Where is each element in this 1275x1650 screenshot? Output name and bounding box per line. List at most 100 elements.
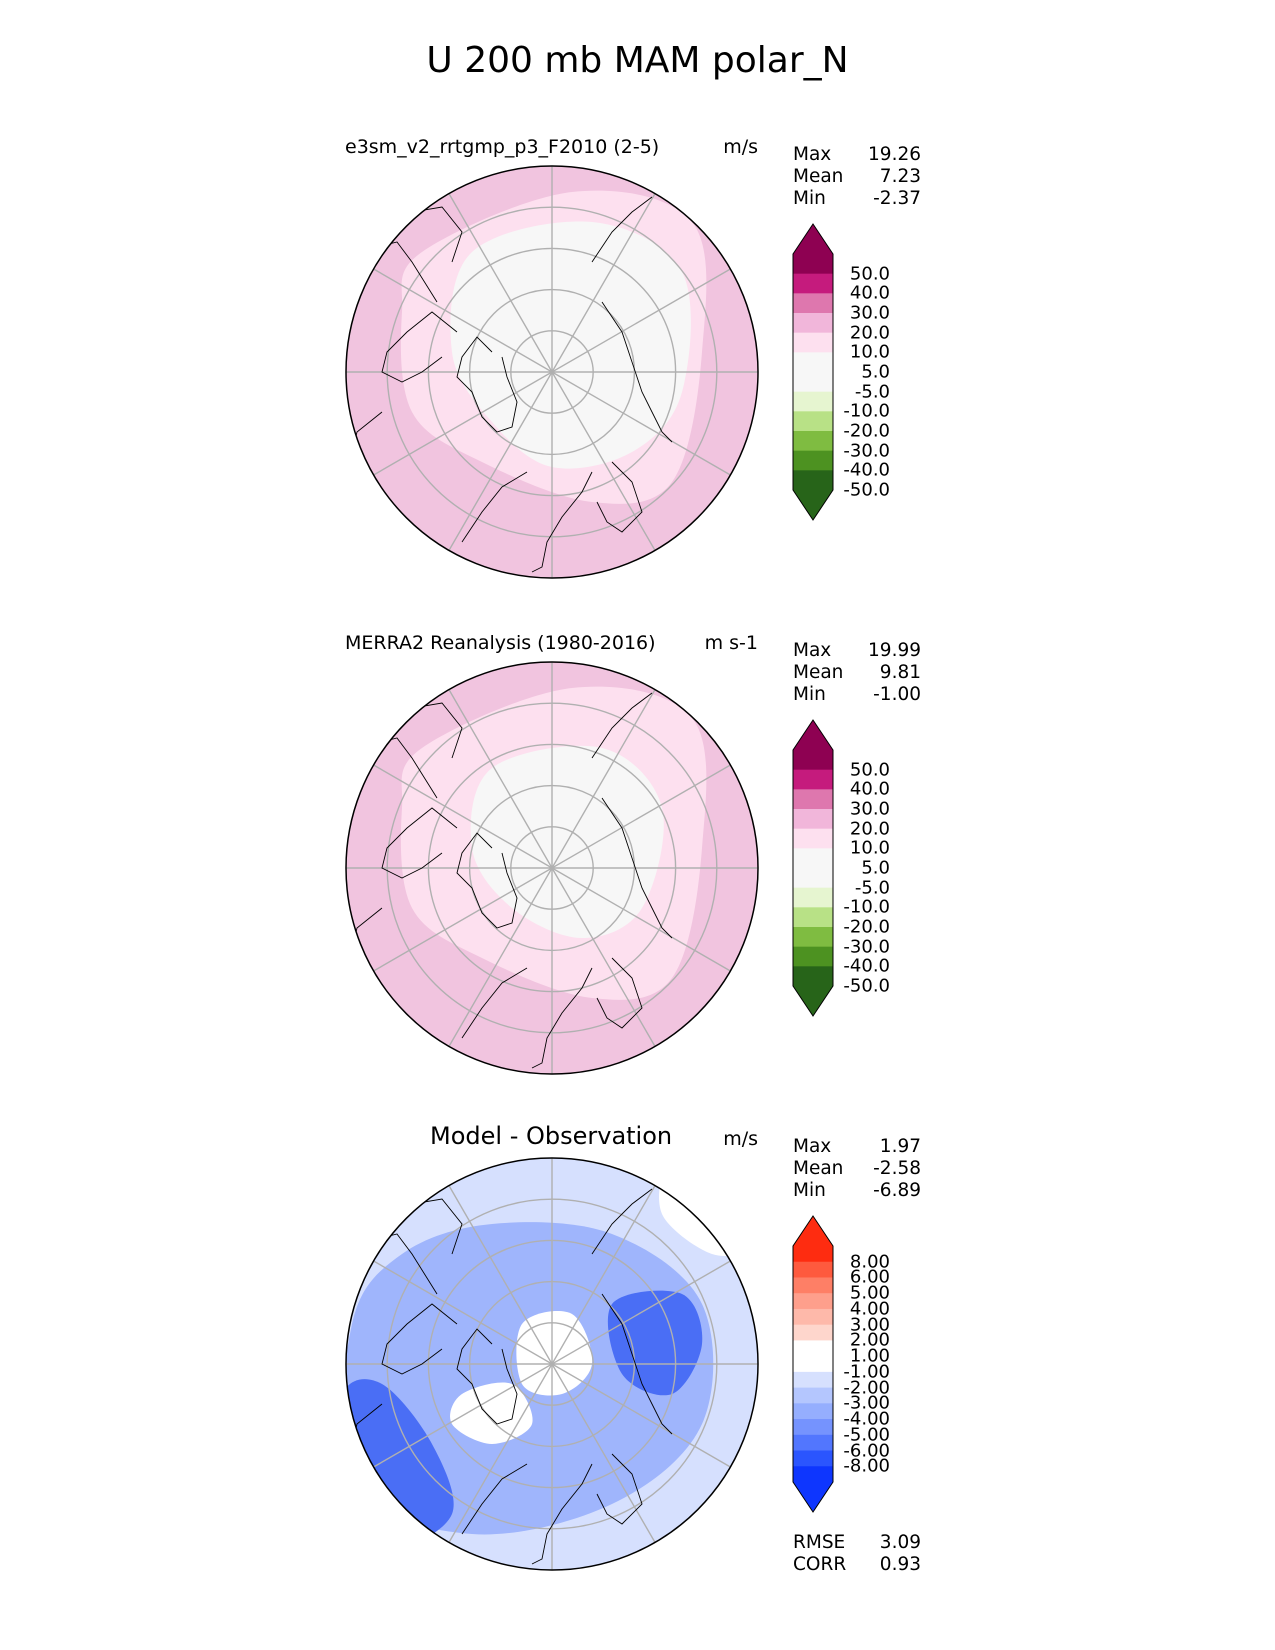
colorbar-tick-label: 8.00 — [849, 1251, 890, 1273]
meridian-line — [373, 764, 731, 972]
colorbar-extend-bottom — [793, 490, 833, 520]
graticule — [346, 662, 758, 1074]
panel-difference-colorbar-labels: 8.00 6.00 5.00 4.00 3.00 2.00 1.00 -1.00 -2.00 -3… — [840, 0, 890, 1650]
coastlines — [351, 692, 673, 1069]
contour-outer — [346, 1158, 758, 1570]
latitude-circle — [468, 784, 636, 952]
colorbar-segment — [793, 1387, 833, 1404]
meridian-line — [373, 268, 731, 476]
colorbar-segment — [793, 907, 833, 928]
colorbar-outline — [792, 1215, 834, 1513]
stat-value: 19.26 — [868, 144, 921, 165]
colorbar-tick-label: -5.0 — [854, 381, 890, 403]
colorbar-tick-label: -8.00 — [843, 1455, 890, 1477]
colorbar-segment — [793, 470, 833, 491]
colorbar-segment — [793, 273, 833, 294]
colorbar-tick-label: 3.00 — [849, 1314, 890, 1336]
colorbar-tick-label: 10.0 — [849, 837, 890, 859]
colorbar-tick-label: 50.0 — [849, 263, 890, 285]
colorbar-segment — [793, 1419, 833, 1436]
colorbar-tick-label: 20.0 — [849, 818, 890, 840]
meridian-line — [373, 1260, 731, 1468]
colorbar-segment — [793, 1466, 833, 1483]
colorbar-tick-label: -3.00 — [843, 1392, 890, 1414]
colorbar-tick-label: -10.0 — [843, 400, 890, 422]
colorbar-segment — [793, 1356, 833, 1373]
colorbar-segment — [793, 750, 833, 771]
colorbar-segment — [793, 868, 833, 889]
stat-value: -6.89 — [873, 1180, 921, 1201]
colorbar-extend-top — [793, 1216, 833, 1246]
coastline — [351, 1403, 383, 1445]
panel-test-colorbar-labels: 50.0 40.0 30.0 20.0 10.0 5.0 -5.0 -10.0 -20.0 -30… — [840, 0, 890, 1650]
colorbar-tick-label: 4.00 — [849, 1298, 890, 1320]
coastline — [591, 1188, 653, 1255]
colorbar-extend-bottom — [793, 986, 833, 1016]
meridian-line — [448, 193, 656, 551]
coastline — [531, 1463, 593, 1565]
panel-reference-units: m s-1 — [704, 632, 758, 654]
stat-value: -1.00 — [873, 684, 921, 705]
latitude-circle — [427, 743, 677, 993]
coastline — [461, 471, 528, 543]
coastline — [361, 1233, 438, 1295]
colorbar-tick-label: -4.00 — [843, 1408, 890, 1430]
stat-label: Min — [793, 1180, 826, 1201]
stat-value: 1.97 — [879, 1136, 921, 1157]
panel-difference-units: m/s — [723, 1128, 758, 1150]
colorbar-segment — [793, 828, 833, 849]
colorbar-outline — [792, 719, 834, 1017]
colorbar-tick-label: -5.00 — [843, 1424, 890, 1446]
map-boundary — [345, 661, 759, 1075]
panel-test-units: m/s — [723, 136, 758, 158]
colorbar-tick-label: -40.0 — [843, 459, 890, 481]
panel-reference-stats: Max 19.99 Mean 9.81 Min -1.00 — [793, 640, 921, 706]
colorbar-extend-bottom — [793, 1482, 833, 1512]
coastline — [391, 1198, 463, 1255]
colorbar-tick-label: 5.0 — [861, 361, 890, 383]
coastline — [381, 807, 458, 879]
map-boundary — [345, 1157, 759, 1571]
meridian-line — [373, 268, 731, 476]
contour-light — [400, 190, 707, 504]
meridian-line — [373, 1260, 731, 1468]
latitude-circle — [510, 330, 594, 414]
colorbar-segment — [793, 789, 833, 810]
coastline — [461, 967, 528, 1039]
colorbar-extend-top — [793, 224, 833, 254]
coastline — [596, 957, 643, 1029]
colorbar-tick-label: -30.0 — [843, 936, 890, 958]
coastline — [591, 692, 653, 759]
colorbar-tick-label: 40.0 — [849, 778, 890, 800]
colorbar-segment — [793, 1277, 833, 1294]
colorbar-segment — [793, 391, 833, 412]
stat-value: 7.23 — [879, 166, 921, 187]
coastlines — [351, 1188, 673, 1565]
contour-mid — [346, 1222, 714, 1535]
colorbar-tick-label: 10.0 — [849, 341, 890, 363]
stat-value: -2.37 — [873, 188, 921, 209]
latitude-circle — [510, 826, 594, 910]
colorbar-segment — [793, 966, 833, 987]
colorbar-tick-label: -30.0 — [843, 440, 890, 462]
panel-difference-extra-stats: RMSE 3.09 CORR 0.93 — [793, 1532, 921, 1576]
map-boundary — [345, 165, 759, 579]
stat-label: Min — [793, 684, 826, 705]
coastline — [381, 1303, 458, 1375]
colorbar-tick-label: -20.0 — [843, 420, 890, 442]
stat-value: -2.58 — [873, 1158, 921, 1179]
stat-label: Mean — [793, 1158, 844, 1179]
panel-reference-title: MERRA2 Reanalysis (1980-2016) — [345, 632, 656, 654]
colorbar-segment — [793, 887, 833, 908]
stat-label: Max — [793, 1136, 832, 1157]
colorbar-tick-label: -5.0 — [854, 877, 890, 899]
colorbar-segment — [793, 1246, 833, 1263]
colorbar-tick-label: -2.00 — [843, 1377, 890, 1399]
coastline — [461, 1463, 528, 1535]
